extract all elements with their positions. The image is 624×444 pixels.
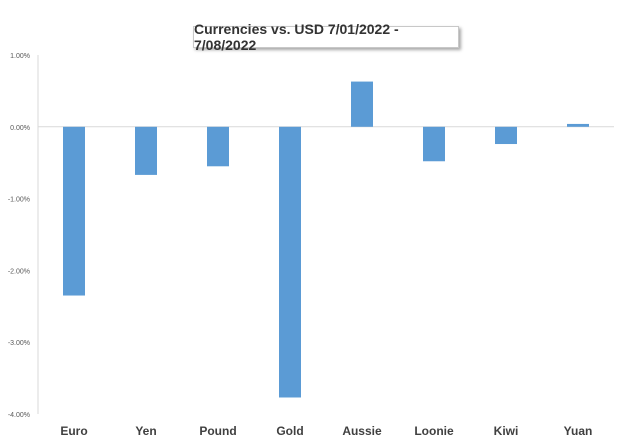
- category-label-yuan: Yuan: [564, 424, 593, 438]
- y-tick-label: -1.00%: [8, 197, 30, 204]
- y-tick-label: 0.00%: [10, 125, 30, 132]
- bar-kiwi: [495, 126, 517, 145]
- category-label-pound: Pound: [199, 424, 236, 438]
- y-tick-label: -3.00%: [8, 340, 30, 347]
- y-tick-label: 1.00%: [10, 53, 30, 60]
- category-label-gold: Gold: [276, 424, 303, 438]
- y-tick-label: -4.00%: [8, 412, 30, 419]
- bar-yen: [135, 126, 157, 175]
- bar-euro: [63, 126, 85, 296]
- bar-pound: [207, 126, 229, 167]
- bar-aussie: [351, 81, 373, 127]
- category-label-kiwi: Kiwi: [494, 424, 519, 438]
- category-label-aussie: Aussie: [342, 424, 382, 438]
- bar-gold: [279, 126, 301, 398]
- chart-title: Currencies vs. USD 7/01/2022 - 7/08/2022: [193, 21, 459, 53]
- bar-yuan: [567, 123, 589, 127]
- bar-loonie: [423, 126, 445, 162]
- category-label-yen: Yen: [135, 424, 156, 438]
- category-label-euro: Euro: [60, 424, 87, 438]
- y-tick-label: -2.00%: [8, 268, 30, 275]
- category-label-loonie: Loonie: [414, 424, 454, 438]
